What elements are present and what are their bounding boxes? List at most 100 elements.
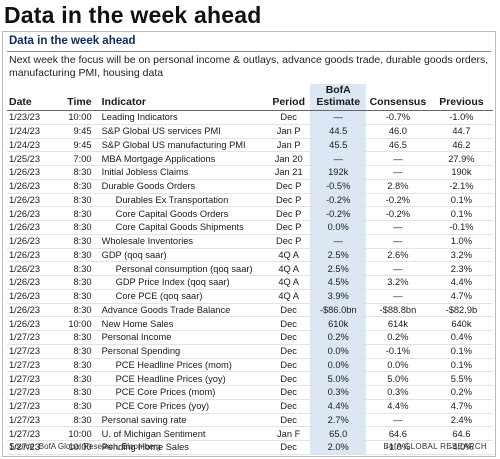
table-cell: PCE Headline Prices (mom) xyxy=(99,358,267,373)
table-cell: Core PCE (qoq saar) xyxy=(99,289,267,304)
table-cell: PCE Core Prices (yoy) xyxy=(99,399,267,414)
table-cell: 64.6 xyxy=(429,426,493,441)
table-cell: 10:00 xyxy=(61,426,100,441)
table-cell: — xyxy=(366,261,430,276)
table-cell: Dec P xyxy=(266,206,311,221)
table-cell: 0.3% xyxy=(366,385,430,400)
table-cell: 5.0% xyxy=(310,371,366,386)
table-cell: 44.7 xyxy=(429,124,493,139)
table-row: 1/27/23 10:00 U. of Michigan Sentiment Jan … xyxy=(7,426,493,441)
table-cell: 44.5 xyxy=(310,124,366,139)
table-cell: 8:30 xyxy=(61,358,100,373)
table-cell: 0.2% xyxy=(366,330,430,345)
table-cell: 2.4% xyxy=(429,413,493,428)
table-cell: 4Q A xyxy=(266,275,311,290)
table-cell: 8:30 xyxy=(61,330,100,345)
table-cell: — xyxy=(366,165,430,180)
table-cell: -0.2% xyxy=(366,193,430,208)
table-cell: 2.8% xyxy=(366,179,430,194)
table-cell: 5.5% xyxy=(429,371,493,386)
table-row: 1/24/23 9:45 S&P Global US manufacturing P… xyxy=(7,138,493,153)
table-cell: 4.4% xyxy=(310,399,366,414)
table-cell: 192k xyxy=(310,165,366,180)
table-cell: Dec xyxy=(266,316,311,331)
table-cell: -0.5% xyxy=(310,179,366,194)
table-cell: 4.5% xyxy=(310,275,366,290)
table-cell: 1/26/23 xyxy=(7,206,62,221)
table-cell: 1/26/23 xyxy=(7,261,62,276)
table-cell: 1/25/23 xyxy=(7,151,62,166)
page-title: Data in the week ahead xyxy=(4,2,262,28)
table-cell: 8:30 xyxy=(61,413,100,428)
table-cell: 1/27/23 xyxy=(7,358,62,373)
table-cell: 4.4% xyxy=(366,399,430,414)
table-cell: 1/26/23 xyxy=(7,234,62,249)
table-cell: -4.0% xyxy=(429,440,493,455)
table-cell: 0.0% xyxy=(310,358,366,373)
table-cell: 4.7% xyxy=(429,289,493,304)
table-cell: Jan P xyxy=(266,138,311,153)
table-cell: 27.9% xyxy=(429,151,493,166)
table-cell: — xyxy=(310,151,366,166)
table-cell: -1.0% xyxy=(429,110,493,125)
table-row: 1/27/23 8:30 PCE Core Prices (yoy) Dec 4.4% 4… xyxy=(7,399,493,414)
table-cell: MBA Mortgage Applications xyxy=(99,151,267,166)
divider xyxy=(7,51,491,52)
table-row: 1/26/23 8:30 Durable Goods Orders Dec P -0.5… xyxy=(7,179,493,194)
table-cell: -2.1% xyxy=(429,179,493,194)
table-cell: Initial Jobless Claims xyxy=(99,165,267,180)
table-cell: Wholesale Inventories xyxy=(99,234,267,249)
table-cell: Jan 21 xyxy=(266,165,311,180)
table-cell: Advance Goods Trade Balance xyxy=(99,303,267,318)
table-row: 1/26/23 8:30 Durables Ex Transportation Dec… xyxy=(7,193,493,208)
table-cell: PCE Headline Prices (yoy) xyxy=(99,371,267,386)
table-cell: -$82.9b xyxy=(429,303,493,318)
table-cell: 3.2% xyxy=(366,275,430,290)
table-cell: 0.4% xyxy=(429,330,493,345)
table-cell: 1/26/23 xyxy=(7,220,62,235)
table-cell: 1/27/23 xyxy=(7,426,62,441)
table-cell: — xyxy=(366,151,430,166)
header-row: Date Time Indicator Period BofA Estimate Cons… xyxy=(7,84,493,111)
table-cell: 64.6 xyxy=(366,426,430,441)
table-cell: 0.1% xyxy=(429,358,493,373)
table-cell: 0.3% xyxy=(310,385,366,400)
table-cell: 4Q A xyxy=(266,289,311,304)
table-cell: GDP Price Index (qoq saar) xyxy=(99,275,267,290)
table-cell: 4.7% xyxy=(429,399,493,414)
table-row: 1/26/23 8:30 GDP (qoq saar) 4Q A 2.5% 2.6% 3.2… xyxy=(7,248,493,263)
table-cell: -0.2% xyxy=(310,206,366,221)
table-cell: 8:30 xyxy=(61,371,100,386)
table-cell: 46.0 xyxy=(366,124,430,139)
table-body: 1/23/23 10:00 Leading Indicators Dec — -0.7% -… xyxy=(7,110,493,455)
table-cell: — xyxy=(310,234,366,249)
table-cell: 8:30 xyxy=(61,289,100,304)
table-row: 1/26/23 8:30 Wholesale Inventories Dec P — —1… xyxy=(7,234,493,249)
table-cell: GDP (qoq saar) xyxy=(99,248,267,263)
table-cell: Jan 20 xyxy=(266,151,311,166)
table-cell: U. of Michigan Sentiment xyxy=(99,426,267,441)
column-header: Consensus xyxy=(366,84,430,111)
table-row: 1/26/23 8:30 Core Capital Goods Orders Dec … xyxy=(7,206,493,221)
table-cell: 8:30 xyxy=(61,220,100,235)
table-cell: 8:30 xyxy=(61,234,100,249)
table-cell: 65.0 xyxy=(310,426,366,441)
table-row: 1/26/23 8:30 Advance Goods Trade Balance De… xyxy=(7,303,493,318)
table-cell: 8:30 xyxy=(61,206,100,221)
table-cell: Dec xyxy=(266,371,311,386)
table-cell: 3.2% xyxy=(429,248,493,263)
table-cell: 610k xyxy=(310,316,366,331)
table-row: 1/27/23 8:30 Personal Income Dec 0.2% 0.2% 0.4… xyxy=(7,330,493,345)
table-cell: 1/26/23 xyxy=(7,316,62,331)
table-row: 1/26/23 10:00 New Home Sales Dec 610k 614k 640… xyxy=(7,316,493,331)
table-cell: Dec xyxy=(266,385,311,400)
table-cell: 10:00 xyxy=(61,316,100,331)
table-cell: 5.0% xyxy=(366,371,430,386)
table-cell: Personal consumption (qoq saar) xyxy=(99,261,267,276)
table-row: 1/26/23 8:30 Personal consumption (qoq saa… xyxy=(7,261,493,276)
table-cell: 9:45 xyxy=(61,124,100,139)
table-cell: — xyxy=(366,234,430,249)
table-cell: 1/27/23 xyxy=(7,413,62,428)
table-cell: -1.0% xyxy=(366,440,430,455)
table-cell: 1/27/23 xyxy=(7,371,62,386)
